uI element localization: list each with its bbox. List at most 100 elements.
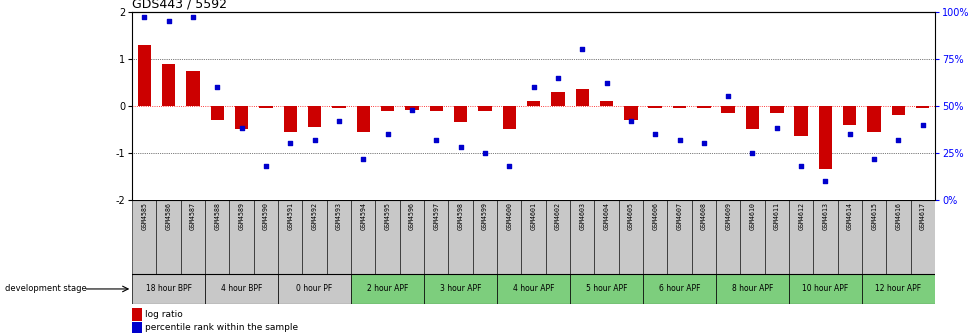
Text: GSM4588: GSM4588: [214, 202, 220, 230]
Bar: [327, 200, 351, 274]
Bar: [842, 106, 856, 125]
Text: GSM4591: GSM4591: [287, 202, 293, 230]
Text: GSM4613: GSM4613: [822, 202, 827, 230]
Bar: [132, 200, 156, 274]
Bar: [156, 200, 181, 274]
Text: 0 hour PF: 0 hour PF: [296, 285, 333, 293]
Bar: [600, 101, 612, 106]
Text: log ratio: log ratio: [145, 310, 183, 319]
Bar: [647, 106, 661, 108]
Text: 12 hour APF: 12 hour APF: [874, 285, 920, 293]
Bar: [132, 322, 142, 334]
Bar: [477, 106, 491, 111]
Text: GSM4593: GSM4593: [335, 202, 341, 230]
Bar: [624, 106, 637, 120]
Point: [622, 118, 638, 124]
Bar: [618, 200, 643, 274]
Bar: [448, 200, 472, 274]
Text: 3 hour APF: 3 hour APF: [439, 285, 481, 293]
Point: [160, 18, 176, 24]
Point: [185, 15, 200, 20]
Bar: [551, 92, 564, 106]
Text: GSM4617: GSM4617: [919, 202, 925, 230]
Point: [476, 150, 492, 156]
Bar: [837, 200, 861, 274]
Bar: [764, 200, 788, 274]
Bar: [643, 200, 667, 274]
Point: [768, 126, 783, 131]
Point: [501, 163, 516, 169]
Bar: [454, 106, 467, 122]
Bar: [375, 200, 399, 274]
Bar: [429, 106, 442, 111]
Bar: [161, 64, 175, 106]
Point: [404, 107, 420, 112]
Bar: [132, 274, 205, 304]
Bar: [502, 106, 515, 129]
Bar: [861, 200, 885, 274]
Bar: [818, 106, 831, 169]
Text: GSM4596: GSM4596: [409, 202, 415, 230]
Text: 18 hour BPF: 18 hour BPF: [146, 285, 192, 293]
Text: GDS443 / 5592: GDS443 / 5592: [132, 0, 227, 11]
Bar: [205, 274, 278, 304]
Bar: [253, 200, 278, 274]
Point: [136, 15, 152, 20]
Bar: [278, 274, 351, 304]
Bar: [284, 106, 296, 132]
Bar: [569, 200, 594, 274]
Text: GSM4605: GSM4605: [627, 202, 633, 230]
Bar: [715, 274, 788, 304]
Bar: [745, 106, 758, 129]
Bar: [715, 200, 739, 274]
Bar: [308, 106, 321, 127]
Text: GSM4611: GSM4611: [773, 202, 779, 230]
Bar: [739, 200, 764, 274]
Point: [866, 156, 881, 161]
Bar: [132, 308, 142, 321]
Bar: [351, 200, 375, 274]
Point: [720, 94, 735, 99]
Bar: [721, 106, 734, 113]
Point: [355, 156, 371, 161]
Point: [671, 137, 687, 142]
Bar: [794, 106, 807, 136]
Text: GSM4601: GSM4601: [530, 202, 536, 230]
Text: GSM4592: GSM4592: [311, 202, 317, 230]
Point: [914, 122, 930, 127]
Bar: [497, 274, 569, 304]
Bar: [138, 45, 151, 106]
Bar: [691, 200, 715, 274]
Text: GSM4586: GSM4586: [165, 202, 171, 230]
Bar: [302, 200, 327, 274]
Bar: [405, 106, 419, 110]
Text: GSM4603: GSM4603: [579, 202, 585, 230]
Text: GSM4595: GSM4595: [384, 202, 390, 230]
Text: GSM4600: GSM4600: [506, 202, 511, 230]
Text: GSM4616: GSM4616: [895, 202, 901, 230]
Text: GSM4609: GSM4609: [725, 202, 731, 230]
Text: GSM4604: GSM4604: [602, 202, 609, 230]
Bar: [770, 106, 782, 113]
Point: [817, 178, 832, 184]
Bar: [594, 200, 618, 274]
Text: 2 hour APF: 2 hour APF: [367, 285, 408, 293]
Bar: [813, 200, 837, 274]
Bar: [569, 274, 643, 304]
Bar: [867, 106, 880, 132]
Text: GSM4614: GSM4614: [846, 202, 852, 230]
Text: GSM4608: GSM4608: [700, 202, 706, 230]
Text: GSM4612: GSM4612: [797, 202, 803, 230]
Point: [452, 144, 467, 150]
Bar: [526, 101, 540, 106]
Text: GSM4587: GSM4587: [190, 202, 196, 230]
Bar: [423, 200, 448, 274]
Text: GSM4606: GSM4606: [651, 202, 657, 230]
Bar: [356, 106, 370, 132]
Point: [379, 131, 395, 137]
Point: [574, 47, 590, 52]
Bar: [575, 89, 589, 106]
Bar: [885, 200, 910, 274]
Bar: [643, 274, 715, 304]
Bar: [521, 200, 545, 274]
